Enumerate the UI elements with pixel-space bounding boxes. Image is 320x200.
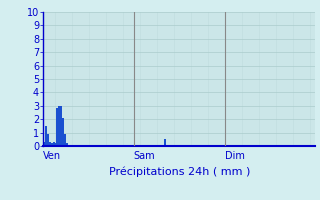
- Bar: [56, 108, 58, 146]
- Bar: [62, 118, 64, 146]
- Bar: [53, 142, 54, 146]
- X-axis label: Précipitations 24h ( mm ): Précipitations 24h ( mm ): [108, 166, 250, 177]
- Bar: [66, 143, 68, 146]
- Bar: [54, 143, 56, 146]
- Bar: [49, 142, 51, 146]
- Bar: [164, 139, 166, 146]
- Bar: [60, 106, 62, 146]
- Bar: [64, 134, 66, 146]
- Bar: [43, 142, 45, 146]
- Bar: [47, 134, 49, 146]
- Bar: [51, 143, 53, 146]
- Bar: [58, 106, 60, 146]
- Bar: [45, 126, 47, 146]
